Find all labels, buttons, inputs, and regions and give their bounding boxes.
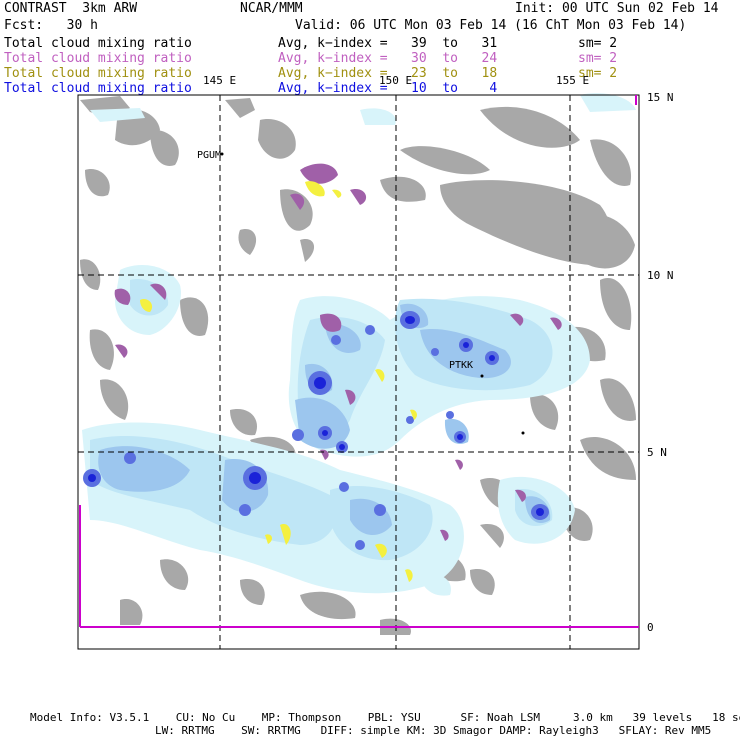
domain-boundary [79, 95, 639, 628]
lat-label: 15 N [647, 91, 674, 104]
station-marker [521, 431, 525, 435]
center-name: NCAR/MMM [240, 1, 303, 16]
field-sm: sm= 2 [578, 51, 618, 66]
high-cloud-layer [80, 96, 636, 635]
field-name: Total cloud mixing ratio [4, 51, 192, 66]
lat-label: 0 [647, 621, 654, 634]
field-sm: sm= 2 [578, 66, 618, 81]
lat-label: 10 N [647, 269, 674, 282]
field-name: Total cloud mixing ratio [4, 36, 192, 51]
lon-label: 155 E [556, 74, 590, 87]
lat-label: 5 N [647, 446, 667, 459]
station-label: PTKK [449, 360, 474, 371]
field-avg: Avg, k−index = 39 to 31 [278, 36, 498, 51]
field-avg: Avg, k−index = 23 to 18 [278, 66, 498, 81]
station-marker [480, 374, 484, 378]
map-frame [77, 94, 640, 650]
lon-label: 150 E [379, 74, 413, 87]
lon-label: 145 E [203, 74, 237, 87]
field-avg: Avg, k−index = 30 to 24 [278, 51, 498, 66]
model-info-line2: LW: RRTMG SW: RRTMG DIFF: simple KM: 3D … [155, 724, 712, 737]
field-avg: Avg, k−index = 10 to 4 [278, 81, 498, 96]
model-info-line1: Model Info: V3.5.1 CU: No Cu MP: Thompso… [30, 711, 740, 724]
model-title: CONTRAST 3km ARW [4, 1, 138, 16]
lat-lon-grid [78, 95, 639, 649]
init-time: Init: 00 UTC Sun 02 Feb 14 [515, 1, 719, 16]
station-marker [220, 152, 224, 156]
forecast-hour: Fcst: 30 h [4, 18, 98, 33]
field-sm: sm= 2 [578, 36, 618, 51]
field-name: Total cloud mixing ratio [4, 81, 192, 96]
low-cloud-layer [82, 93, 636, 596]
field-name: Total cloud mixing ratio [4, 66, 192, 81]
yellow-cloud-layer [140, 181, 417, 582]
valid-time: Valid: 06 UTC Mon 03 Feb 14 (16 ChT Mon … [295, 18, 687, 33]
station-label: PGUM [197, 150, 222, 161]
deep-convection-cores [83, 311, 549, 550]
